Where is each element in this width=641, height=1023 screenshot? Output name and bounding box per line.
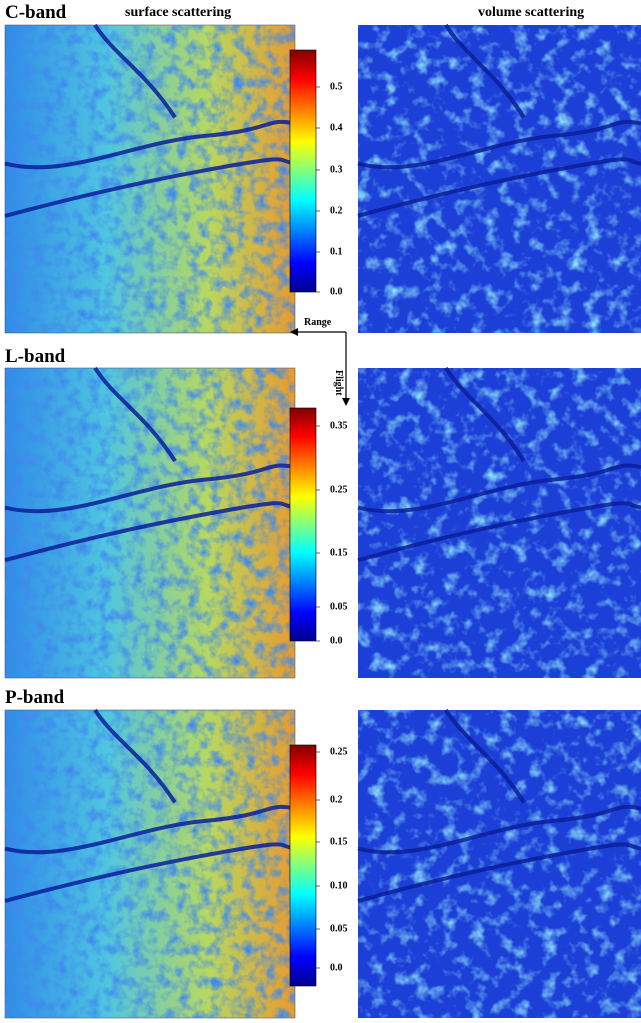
colorbar-label: 0.4	[330, 122, 343, 133]
colorbar-label: 0.5	[330, 81, 343, 92]
volume-texture	[358, 25, 641, 333]
colorbar-label: 0.15	[330, 547, 348, 558]
band-label: C-band	[5, 2, 67, 23]
colorbar	[290, 745, 316, 986]
colorbar-label: 0.1	[330, 246, 343, 257]
colorbar-label: 0.2	[330, 794, 343, 805]
column-title: volume scattering	[478, 5, 584, 20]
colorbar-label: 0.05	[330, 923, 348, 934]
band-label: P-band	[5, 687, 65, 708]
surface-texture	[5, 710, 295, 1018]
volume-texture	[358, 368, 641, 678]
images	[5, 25, 641, 1018]
colorbar-label: 0.05	[330, 601, 348, 612]
colorbar-label: 0.15	[330, 836, 348, 847]
colorbar-label: 0.10	[330, 880, 348, 891]
colorbar-label: 0.25	[330, 484, 348, 495]
range-label: Range	[304, 317, 332, 328]
colorbar-label: 0.0	[330, 635, 343, 646]
band-label: L-band	[5, 346, 66, 367]
surface-texture	[5, 25, 295, 333]
colorbar-label: 0.3	[330, 164, 343, 175]
flight-label: Flight	[333, 370, 344, 396]
colorbar	[290, 408, 316, 641]
colorbar	[290, 50, 316, 292]
surface-texture	[5, 368, 295, 678]
colorbar-label: 0.0	[330, 286, 343, 297]
colorbar-label: 0.0	[330, 962, 343, 973]
column-title: surface scattering	[125, 5, 231, 20]
volume-texture	[358, 710, 641, 1018]
colorbar-label: 0.35	[330, 420, 348, 431]
figure: surface scattering volume scattering Ran…	[0, 0, 641, 1023]
colorbar-label: 0.2	[330, 205, 343, 216]
colorbar-label: 0.25	[330, 746, 348, 757]
